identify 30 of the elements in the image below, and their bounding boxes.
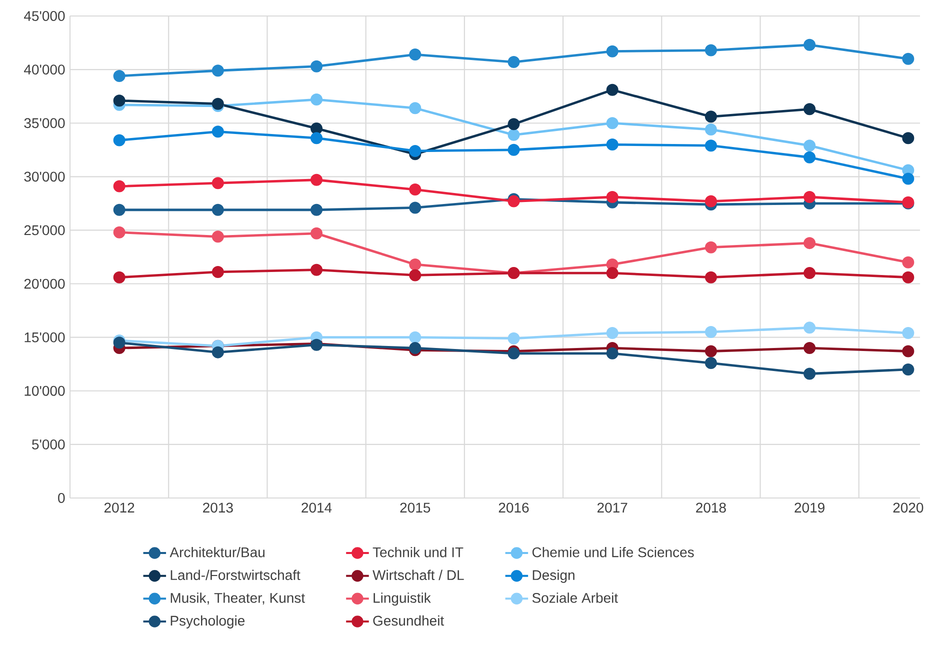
y-tick-label: 30'000 bbox=[24, 172, 65, 182]
x-tick-label: 2019 bbox=[794, 502, 824, 513]
x-tick-label: 2016 bbox=[498, 502, 529, 513]
y-tick-label: 5'000 bbox=[32, 439, 65, 450]
x-tick-label: 2017 bbox=[597, 502, 628, 513]
legend-label: Musik, Theater, Kunst bbox=[170, 592, 305, 605]
y-tick-label: 20'000 bbox=[24, 278, 65, 289]
x-tick-label: 2014 bbox=[302, 502, 332, 513]
legend-label: Design bbox=[532, 570, 574, 583]
legend-label: Architektur/Bau bbox=[170, 546, 264, 558]
x-tick-label: 2015 bbox=[400, 502, 430, 513]
y-tick-label: 40'000 bbox=[24, 64, 65, 75]
legend-label: Gesundheit bbox=[373, 615, 444, 626]
legend-label: Soziale Arbeit bbox=[532, 592, 618, 603]
legend-label: Psychologie bbox=[170, 615, 245, 628]
y-tick-label: 15'000 bbox=[24, 332, 65, 342]
x-tick-label: 2013 bbox=[203, 502, 233, 513]
legend-label: Chemie und Life Sciences bbox=[532, 546, 694, 558]
legend-label: Technik und IT bbox=[372, 546, 464, 558]
x-tick-label: 2012 bbox=[104, 502, 134, 513]
y-tick-label: 0 bbox=[58, 493, 65, 503]
legend-label: Wirtschaft / DL bbox=[372, 570, 464, 580]
y-tick-label: 35'000 bbox=[24, 118, 65, 128]
x-tick-label: 2018 bbox=[696, 502, 726, 513]
y-tick-label: 10'000 bbox=[24, 386, 65, 396]
legend-label: Linguistik bbox=[374, 592, 431, 606]
x-tick-label: 2020 bbox=[893, 502, 924, 513]
legend-label: Land-/Forstwirtschaft bbox=[170, 570, 300, 580]
y-tick-label: 25'000 bbox=[24, 225, 65, 236]
y-tick-label: 45'000 bbox=[24, 11, 65, 21]
